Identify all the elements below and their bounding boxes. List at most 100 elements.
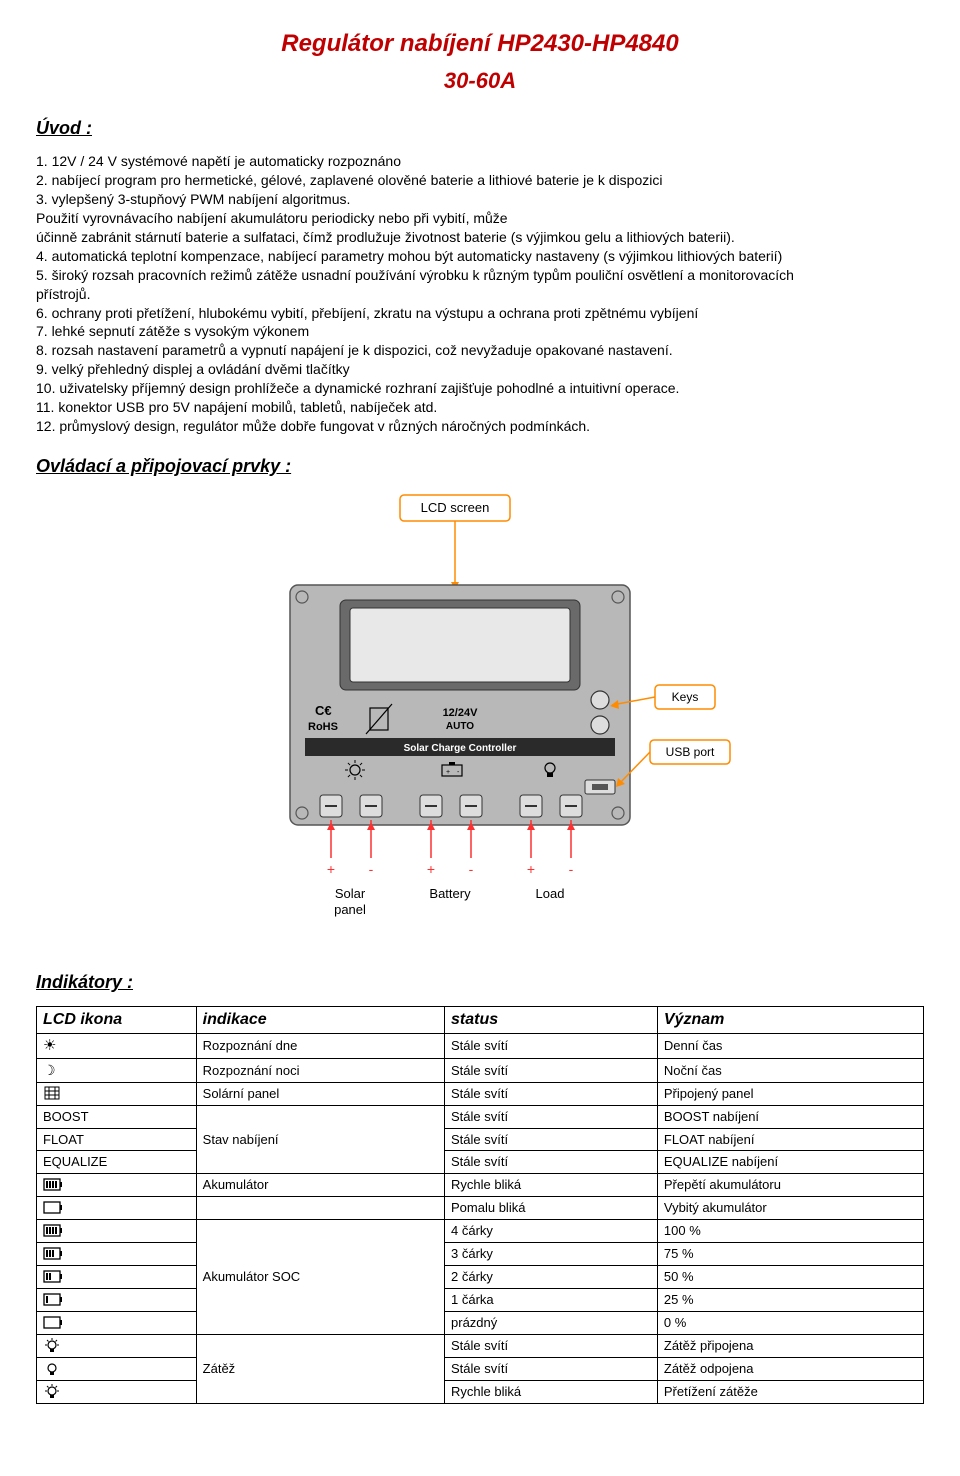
svg-text:+: + — [446, 769, 450, 776]
intro-line: přístrojů. — [36, 285, 924, 304]
indication-cell — [196, 1196, 444, 1219]
indication-cell: Solární panel — [196, 1083, 444, 1106]
intro-line: 2. nabíjecí program pro hermetické, gélo… — [36, 171, 924, 190]
indicators-table: LCD ikona indikace status Význam ☀Rozpoz… — [36, 1006, 924, 1403]
intro-line: 3. vylepšený 3-stupňový PWM nabíjení alg… — [36, 190, 924, 209]
icon-cell: ☀ — [37, 1033, 197, 1058]
intro-line: 6. ochrany proti přetížení, hlubokému vy… — [36, 304, 924, 323]
status-cell: 4 čárky — [445, 1219, 658, 1242]
table-row: 2 čárky50 % — [37, 1265, 924, 1288]
status-cell: Stále svítí — [445, 1033, 658, 1058]
meaning-cell: Denní čas — [657, 1033, 923, 1058]
svg-text:Keys: Keys — [672, 690, 699, 704]
table-row: EQUALIZEStále svítíEQUALIZE nabíjení — [37, 1151, 924, 1174]
intro-line: 5. široký rozsah pracovních režimů zátěž… — [36, 266, 924, 285]
controls-heading: Ovládací a připojovací prvky : — [36, 454, 924, 478]
th-status: status — [445, 1007, 658, 1034]
icon-cell — [37, 1265, 197, 1288]
svg-text:Solar: Solar — [335, 886, 366, 901]
svg-text:Battery: Battery — [429, 886, 471, 901]
svg-text:USB port: USB port — [666, 745, 715, 759]
table-row: 3 čárky75 % — [37, 1242, 924, 1265]
svg-text:+: + — [327, 861, 335, 877]
svg-text:C€: C€ — [315, 703, 332, 718]
status-cell: 1 čárka — [445, 1288, 658, 1311]
table-row: prázdný0 % — [37, 1311, 924, 1334]
icon-cell — [37, 1334, 197, 1357]
table-row: 1 čárka25 % — [37, 1288, 924, 1311]
svg-text:-: - — [569, 861, 574, 877]
table-row: Solární panelStále svítíPřipojený panel — [37, 1083, 924, 1106]
icon-cell — [37, 1357, 197, 1380]
icon-cell — [37, 1380, 197, 1403]
table-row: ☽Rozpoznání nociStále svítíNoční čas — [37, 1059, 924, 1083]
meaning-cell: Zátěž odpojena — [657, 1357, 923, 1380]
table-row: AkumulátorRychle blikáPřepětí akumulátor… — [37, 1173, 924, 1196]
meaning-cell: 50 % — [657, 1265, 923, 1288]
icon-cell: FLOAT — [37, 1128, 197, 1151]
intro-heading: Úvod : — [36, 116, 924, 140]
page-subtitle: 30-60A — [36, 66, 924, 96]
meaning-cell: Přetížení zátěže — [657, 1380, 923, 1403]
status-cell: Stále svítí — [445, 1334, 658, 1357]
icon-cell — [37, 1173, 197, 1196]
table-row: Stále svítíZátěž odpojena — [37, 1357, 924, 1380]
indication-cell: Zátěž — [196, 1334, 444, 1403]
svg-text:-: - — [469, 861, 474, 877]
status-cell: Stále svítí — [445, 1083, 658, 1106]
intro-line: účinně zabránit stárnutí baterie a sulfa… — [36, 228, 924, 247]
table-row: ☀Rozpoznání dneStále svítíDenní čas — [37, 1033, 924, 1058]
indicators-heading: Indikátory : — [36, 970, 924, 994]
table-row: Pomalu blikáVybitý akumulátor — [37, 1196, 924, 1219]
meaning-cell: 75 % — [657, 1242, 923, 1265]
indication-cell: Stav nabíjení — [196, 1106, 444, 1174]
icon-cell: ☽ — [37, 1059, 197, 1083]
icon-cell — [37, 1219, 197, 1242]
svg-text:Solar Charge Controller: Solar Charge Controller — [404, 743, 517, 754]
meaning-cell: 0 % — [657, 1311, 923, 1334]
meaning-cell: Vybitý akumulátor — [657, 1196, 923, 1219]
svg-text:RoHS: RoHS — [308, 721, 338, 733]
svg-text:AUTO: AUTO — [446, 721, 474, 732]
indication-cell: Rozpoznání dne — [196, 1033, 444, 1058]
icon-cell — [37, 1196, 197, 1219]
th-indication: indikace — [196, 1007, 444, 1034]
icon-cell — [37, 1288, 197, 1311]
intro-line: 11. konektor USB pro 5V napájení mobilů,… — [36, 398, 924, 417]
status-cell: Stále svítí — [445, 1128, 658, 1151]
icon-cell: BOOST — [37, 1106, 197, 1129]
intro-block: 1. 12V / 24 V systémové napětí je automa… — [36, 152, 924, 435]
indication-cell: Akumulátor — [196, 1173, 444, 1196]
status-cell: Stále svítí — [445, 1151, 658, 1174]
meaning-cell: BOOST nabíjení — [657, 1106, 923, 1129]
intro-line: 8. rozsah nastavení parametrů a vypnutí … — [36, 341, 924, 360]
svg-text:panel: panel — [334, 902, 366, 917]
status-cell: Stále svítí — [445, 1357, 658, 1380]
table-row: Akumulátor SOC4 čárky100 % — [37, 1219, 924, 1242]
intro-line: 12. průmyslový design, regulátor může do… — [36, 417, 924, 436]
meaning-cell: 100 % — [657, 1219, 923, 1242]
table-row: FLOAT Stále svítíFLOAT nabíjení — [37, 1128, 924, 1151]
intro-line: 10. uživatelsky příjemný design prohlíže… — [36, 379, 924, 398]
svg-text:LCD screen: LCD screen — [421, 500, 490, 515]
meaning-cell: FLOAT nabíjení — [657, 1128, 923, 1151]
indication-cell: Akumulátor SOC — [196, 1219, 444, 1334]
intro-line: 9. velký přehledný displej a ovládání dv… — [36, 360, 924, 379]
meaning-cell: EQUALIZE nabíjení — [657, 1151, 923, 1174]
icon-cell — [37, 1242, 197, 1265]
meaning-cell: Přepětí akumulátoru — [657, 1173, 923, 1196]
device-diagram: LCD screenC€RoHS12/24VAUTOSolar Charge C… — [36, 490, 924, 930]
meaning-cell: Noční čas — [657, 1059, 923, 1083]
table-row: ZátěžStále svítíZátěž připojena — [37, 1334, 924, 1357]
indication-cell: Rozpoznání noci — [196, 1059, 444, 1083]
status-cell: Rychle bliká — [445, 1173, 658, 1196]
status-cell: Stále svítí — [445, 1106, 658, 1129]
status-cell: Stále svítí — [445, 1059, 658, 1083]
icon-cell — [37, 1311, 197, 1334]
status-cell: 2 čárky — [445, 1265, 658, 1288]
svg-text:+: + — [427, 861, 435, 877]
status-cell: prázdný — [445, 1311, 658, 1334]
page-title: Regulátor nabíjení HP2430-HP4840 — [36, 28, 924, 60]
intro-line: 1. 12V / 24 V systémové napětí je automa… — [36, 152, 924, 171]
intro-line: 4. automatická teplotní kompenzace, nabí… — [36, 247, 924, 266]
